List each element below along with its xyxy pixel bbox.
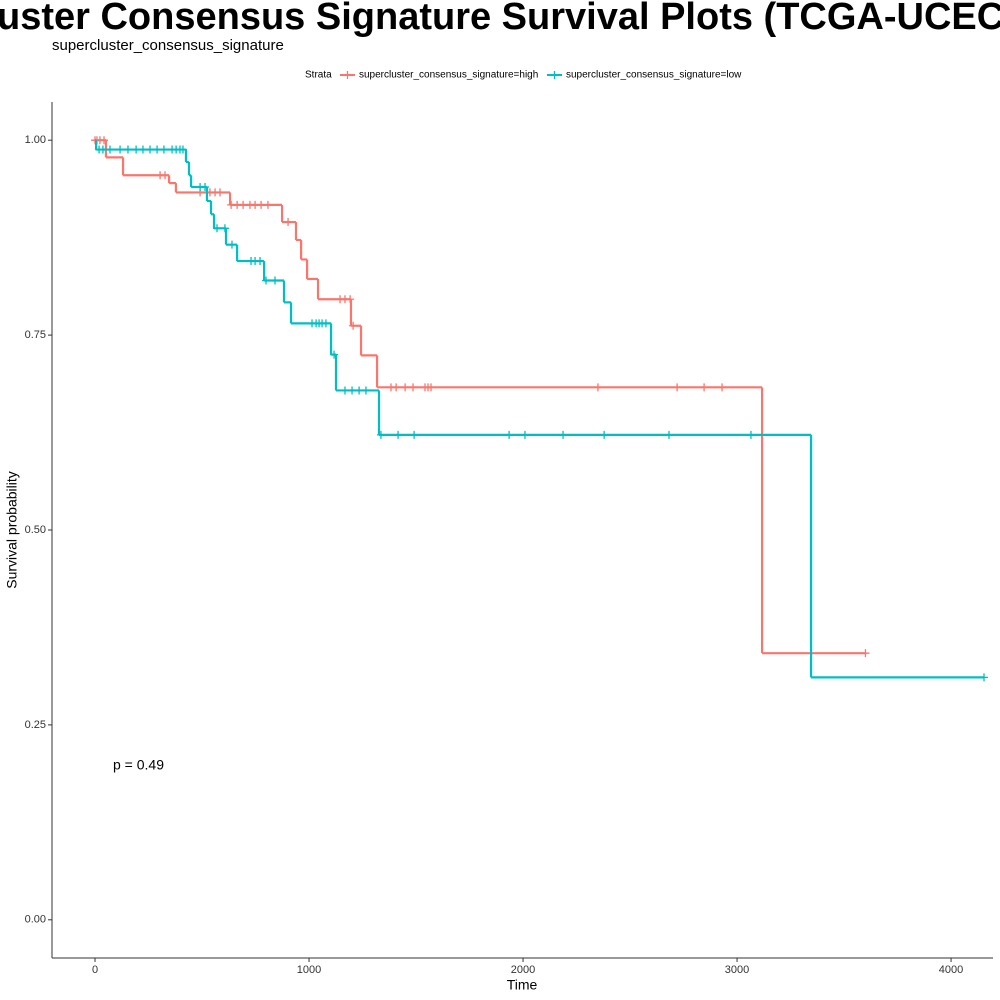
censor-mark (746, 430, 755, 439)
y-tick-label: 0.75 (25, 329, 46, 341)
chart-title: uster Consensus Signature Survival Plots… (0, 0, 1000, 38)
censor-mark (861, 649, 870, 658)
censor-mark (213, 224, 222, 233)
censor-mark (401, 383, 410, 392)
censor-mark (427, 383, 436, 392)
y-tick-label: 0.50 (25, 524, 46, 536)
censor-mark (178, 145, 187, 154)
censor-mark (340, 386, 349, 395)
censor-mark (505, 430, 514, 439)
x-axis-label: Time (507, 977, 538, 993)
censor-mark (201, 182, 210, 191)
censor-mark (349, 321, 358, 330)
censor-mark (673, 383, 682, 392)
censor-mark (263, 200, 272, 209)
censor-mark (346, 295, 355, 304)
censor-mark (227, 240, 236, 249)
censor-mark (520, 430, 529, 439)
censor-mark (239, 200, 248, 209)
censor-mark (132, 145, 141, 154)
censor-mark (361, 386, 370, 395)
censor-mark (355, 386, 364, 395)
censor-mark (220, 224, 229, 233)
y-tick-label: 1.00 (25, 134, 46, 146)
censor-mark (348, 386, 357, 395)
censor-mark (330, 350, 339, 359)
censor-mark (262, 276, 271, 285)
y-tick-label: 0.00 (25, 914, 46, 926)
censor-mark (257, 200, 266, 209)
censor-mark (153, 145, 162, 154)
legend-label: supercluster_consensus_signature=low (566, 70, 742, 81)
x-tick-label: 2000 (511, 964, 535, 976)
censor-mark (98, 145, 107, 154)
y-tick-label: 0.25 (25, 719, 46, 731)
censor-mark (256, 257, 265, 266)
censor-mark (215, 188, 224, 197)
y-axis-label: Survival probability (4, 471, 20, 589)
censor-mark (138, 145, 147, 154)
censor-mark (100, 136, 109, 145)
censor-mark (718, 383, 727, 392)
censor-mark (559, 430, 568, 439)
legend-swatch-mark (343, 71, 352, 79)
censor-mark (664, 430, 673, 439)
censor-mark (105, 145, 114, 154)
p-value: p = 0.49 (113, 757, 164, 773)
censor-mark (160, 171, 169, 180)
x-tick-label: 3000 (725, 964, 749, 976)
censor-mark (593, 383, 602, 392)
censor-mark (284, 218, 293, 227)
x-tick-label: 4000 (939, 964, 963, 976)
censor-mark (321, 319, 330, 328)
censor-mark (123, 145, 132, 154)
legend-label: supercluster_consensus_signature=high (359, 70, 538, 81)
censor-mark (394, 430, 403, 439)
censor-mark (700, 383, 709, 392)
censor-mark (376, 430, 385, 439)
legend-title: Strata (305, 70, 332, 81)
censor-mark (159, 145, 168, 154)
chart-subtitle: supercluster_consensus_signature (52, 37, 284, 54)
censor-mark (392, 383, 401, 392)
censor-mark (600, 430, 609, 439)
censor-mark (409, 383, 418, 392)
censor-mark (410, 430, 419, 439)
censor-mark (270, 276, 279, 285)
censor-mark (980, 673, 989, 682)
x-tick-label: 1000 (297, 964, 321, 976)
censor-mark (116, 145, 125, 154)
x-tick-label: 0 (92, 964, 98, 976)
legend-swatch-mark (550, 71, 559, 79)
censor-mark (146, 145, 155, 154)
